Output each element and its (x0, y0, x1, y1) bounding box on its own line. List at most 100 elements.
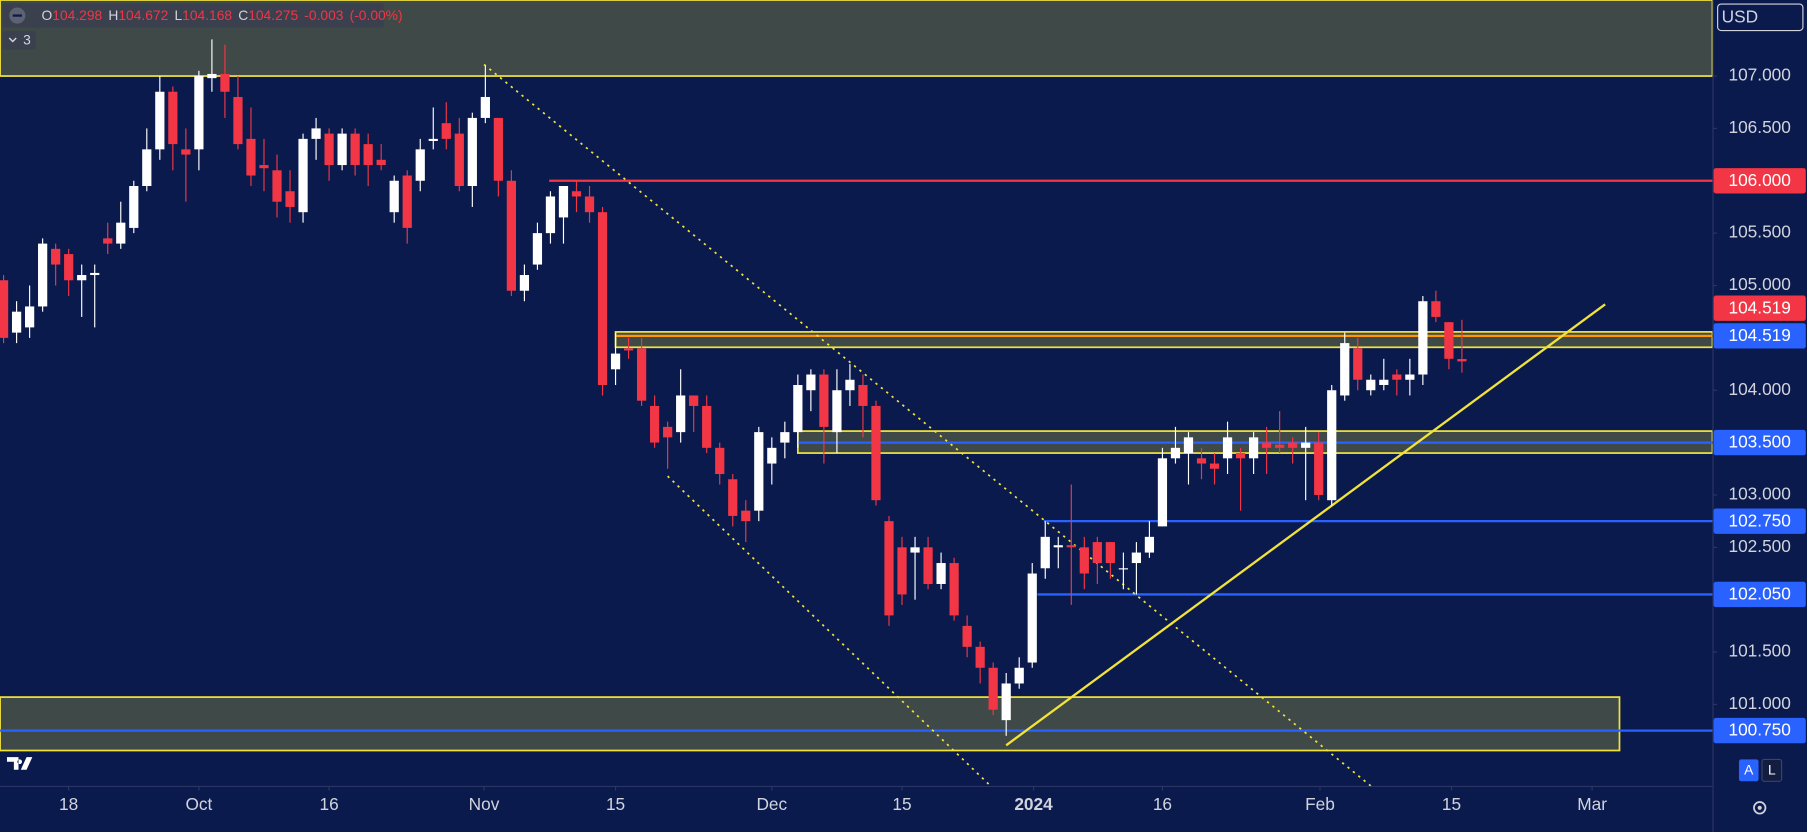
candle-body (506, 180, 517, 291)
candle-body (1131, 552, 1142, 564)
candle-body (780, 432, 790, 443)
candle-body (819, 374, 829, 427)
candle-body (1144, 536, 1155, 553)
legend-value: 104.168 (182, 7, 232, 23)
zone (614, 331, 1714, 349)
candle-body (363, 144, 373, 166)
candle-body (988, 667, 998, 710)
price-badge (1713, 581, 1806, 608)
price-badge-label: 104.519 (1728, 325, 1790, 345)
candle-body (597, 212, 608, 385)
candle-body (298, 138, 308, 213)
candle-body (233, 96, 243, 145)
candle-body (1405, 374, 1415, 380)
candle-body (1040, 536, 1050, 569)
candle-body (741, 510, 751, 522)
candle-body (415, 149, 425, 181)
candle-body (1262, 442, 1272, 448)
candle-body (402, 175, 412, 228)
candle-body (1418, 301, 1428, 375)
candle-body (389, 180, 399, 213)
candle-body (441, 123, 451, 139)
candle-body (793, 384, 803, 433)
candle-body (519, 275, 530, 291)
logo (6, 757, 33, 770)
candle-body (832, 390, 842, 433)
x-tick-label: Oct (185, 794, 212, 814)
candle-body (1366, 379, 1376, 391)
x-tick-label: Feb (1305, 794, 1335, 814)
candle-body (650, 405, 660, 443)
candle-body (1431, 301, 1441, 317)
candle-body (689, 395, 699, 406)
legend-label: O (42, 7, 53, 23)
legend-change-pct: (-0.00%) (350, 7, 403, 23)
legend-box (2, 3, 384, 28)
zone (0, 696, 1621, 752)
settings-icon-dot (1757, 805, 1762, 810)
candle-body (610, 353, 621, 370)
price-badge-label: 102.050 (1728, 584, 1790, 604)
candle-body (558, 186, 569, 218)
settings-icon[interactable] (1753, 801, 1767, 815)
candle-body (975, 646, 985, 668)
candle-body (858, 384, 868, 406)
candle-body (1053, 545, 1063, 548)
candle-body (949, 563, 959, 616)
price-badge (1713, 295, 1806, 321)
price-badge-label: 106.000 (1728, 170, 1790, 190)
candle-body (493, 117, 503, 181)
y-tick-label: 105.500 (1728, 222, 1790, 242)
candle-body (1288, 442, 1298, 448)
candle-body (584, 196, 595, 213)
chevron-icon (8, 37, 17, 43)
candle-body (532, 233, 543, 265)
currency-button[interactable] (1717, 3, 1804, 32)
candle-body (1014, 667, 1024, 684)
candle-body (767, 447, 777, 464)
candle-body (962, 625, 972, 647)
log-scale-button[interactable] (1761, 758, 1783, 782)
candle-body (623, 348, 634, 351)
indicators-toggle[interactable] (2, 31, 36, 50)
drawing-line (1005, 303, 1606, 747)
candle-body (1248, 437, 1259, 459)
candle-body (636, 348, 647, 401)
candle-body (181, 149, 191, 155)
candle-body (702, 405, 712, 448)
x-tick-label: 15 (1442, 794, 1461, 814)
auto-scale-button[interactable] (1738, 759, 1759, 782)
candle-body (103, 238, 113, 244)
candle-body (142, 149, 152, 187)
candle-body (1314, 442, 1324, 495)
candle-body (806, 374, 816, 391)
candle-body (871, 405, 881, 501)
candle-body (1235, 453, 1246, 459)
candle-body (454, 133, 464, 187)
candle-body (64, 254, 74, 281)
candle-body (1001, 683, 1011, 721)
candle-body (90, 272, 100, 276)
y-tick-label: 101.000 (1728, 693, 1790, 713)
candle-body (77, 275, 87, 281)
candle-body (467, 117, 477, 187)
price-badge (1713, 168, 1806, 194)
legend-change: -0.003 (304, 7, 343, 23)
candle-body (51, 248, 61, 265)
candle-body (754, 432, 764, 511)
candle-body (207, 73, 217, 79)
candle-body (1353, 348, 1363, 380)
x-tick-label: 15 (892, 794, 911, 814)
candle-body (571, 191, 582, 197)
candle-body (376, 159, 386, 166)
legend-value: 104.275 (248, 7, 298, 23)
candle-body (246, 138, 256, 176)
indicators-count: 3 (23, 32, 31, 48)
price-badge-label: 104.519 (1728, 297, 1790, 317)
legend-label: H (108, 7, 118, 23)
candle-body (1327, 390, 1337, 501)
log-scale-label: L (1768, 762, 1776, 778)
legend-label: L (174, 7, 182, 23)
price-badge (1713, 323, 1806, 349)
